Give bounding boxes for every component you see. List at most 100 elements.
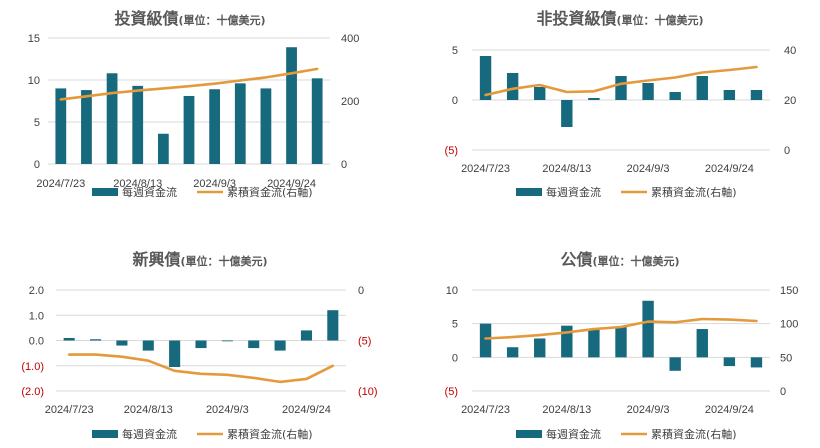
bar [506,347,519,358]
legend-bar-label: 每週資金流 [122,185,177,199]
right-axis-tick-label: 40 [784,45,796,57]
chart-title-main: 非投資級債 [536,9,616,28]
left-axis-tick-label: 0 [34,159,40,171]
bar [615,76,627,100]
legend-bar-swatch [516,188,542,196]
chart-title: 新興債(單位：十億美元) [132,250,267,269]
legend-line-label: 累積資金流(右軸) [651,427,737,441]
right-axis-tick-label: 200 [341,96,359,108]
x-axis-tick-label: 2024/9/24 [705,404,754,416]
x-axis-tick-label: 2024/7/23 [461,163,510,175]
legend-bar-label: 每週資金流 [546,185,601,199]
left-axis-tick-label: (5) [445,145,458,157]
bar [157,133,169,164]
cumulative-line [484,65,758,97]
left-axis-tick-label: 5 [452,319,458,331]
right-axis-tick-label: 50 [780,352,792,364]
x-axis-tick-label: 2024/7/23 [461,404,510,416]
legend: 每週資金流 累積資金流(右軸) [92,185,313,199]
chart-title: 投資級債(單位：十億美元) [114,9,265,28]
bar [534,87,546,100]
bar [300,330,312,341]
x-axis-tick-label: 2024/8/13 [542,163,591,175]
bar [286,47,297,164]
bar [327,310,339,341]
bar [750,90,763,100]
x-axis-tick-label: 2024/9/24 [267,178,316,190]
left-axis-tick-label: (1.0) [21,361,44,373]
legend-bar-swatch [516,430,542,438]
bar [132,85,144,164]
bar [723,90,736,100]
right-axis-tick-label: 150 [780,285,798,297]
chart-title-unit: (單位：十億美元) [178,13,265,27]
left-axis-tick-label: 10 [446,285,458,297]
left-axis-tick-label: (5) [445,386,458,398]
right-axis-tick-label: 0 [780,386,786,398]
x-axis-tick-label: 2024/9/24 [705,163,754,175]
bar [561,325,573,358]
legend-bar-swatch [92,188,118,196]
right-axis-tick-label: 0 [358,285,364,297]
chart-title-unit: (單位：十億美元) [616,13,703,27]
legend: 每週資金流 累積資金流(右軸) [516,427,737,441]
bar [221,340,233,342]
bar [561,100,573,127]
bar [723,357,736,367]
chart-panel-2: 非投資級債(單位：十億美元) (5) 0 5 0 20 40 2024/7/23 2024/8/… [445,9,797,199]
bar [669,357,681,371]
x-axis-tick-label: 2024/9/3 [627,404,670,416]
bar [696,76,708,100]
x-axis-tick-label: 2024/7/23 [45,404,94,416]
x-axis-tick-label: 2024/9/24 [282,404,331,416]
left-axis-tick-label: 5 [34,117,40,129]
bar [81,90,92,164]
right-axis-tick-label: 100 [780,319,798,331]
left-axis-tick-label: 10 [28,75,40,87]
x-axis-tick-label: 2024/8/13 [124,404,173,416]
chart-title-main: 新興債 [132,250,180,269]
bar [274,340,286,351]
bar [588,329,600,358]
bar [588,98,600,100]
bar [479,323,492,358]
legend-line-label: 累積資金流(右軸) [651,185,737,199]
x-axis-tick-label: 2024/9/3 [627,163,670,175]
cumulative-line [484,317,758,340]
x-axis-tick-label: 2024/8/13 [113,178,162,190]
chart-title-unit: (單位：十億美元) [592,254,679,268]
bar [669,92,681,100]
x-axis-tick-label: 2024/9/3 [193,178,236,190]
bar [506,73,519,100]
bar [234,83,246,164]
left-axis-tick-label: 0.0 [29,336,44,348]
bar [696,329,708,358]
bar [750,357,763,368]
cumulative-line [67,353,335,384]
left-axis-tick-label: 1.0 [29,310,44,322]
right-axis-tick-label: (5) [358,336,371,348]
legend: 每週資金流 累積資金流(右軸) [92,427,313,441]
bar [260,88,272,164]
left-axis-tick-label: 0 [452,352,458,364]
legend-line-label: 累積資金流(右軸) [227,427,313,441]
left-axis-tick-label: 2.0 [29,285,44,297]
chart-panel-1: 投資級債(單位：十億美元) 0 5 10 15 0 200 400 2024/7/23 2024/… [28,9,360,199]
bar [534,338,546,358]
legend-line-label: 累積資金流(右軸) [227,185,313,199]
chart-title-main: 投資級債 [114,9,178,28]
right-axis-tick-label: 400 [341,33,359,45]
left-axis-tick-label: (2.0) [21,386,44,398]
right-axis-tick-label: 0 [341,159,347,171]
bar [479,56,492,100]
left-axis-tick-label: 0 [452,95,458,107]
x-axis-tick-label: 2024/7/23 [36,178,85,190]
bar [311,78,323,164]
legend-bar-label: 每週資金流 [122,427,177,441]
bar [642,300,654,358]
chart-panel-3: 新興債(單位：十億美元) (2.0) (1.0) 0.0 1.0 2.0 (10) (5) 0 2… [21,250,377,441]
legend: 每週資金流 累積資金流(右軸) [516,185,737,199]
bar [209,89,221,164]
bar [63,337,75,341]
